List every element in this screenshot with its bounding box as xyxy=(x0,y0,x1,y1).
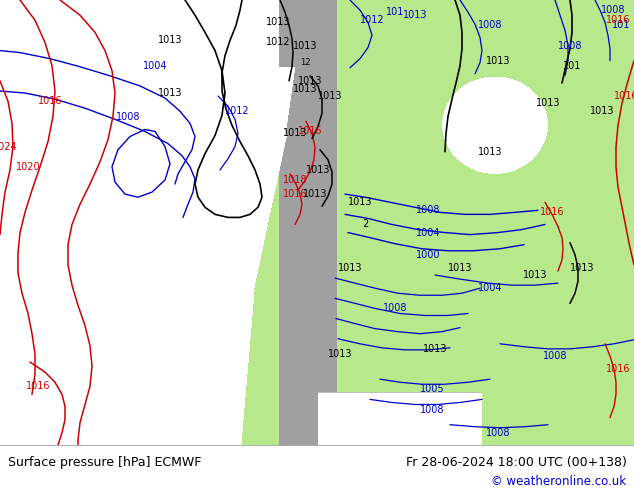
Text: 1020: 1020 xyxy=(16,162,41,172)
Text: 101: 101 xyxy=(563,61,581,71)
Text: 1013: 1013 xyxy=(348,197,372,207)
Text: 1013: 1013 xyxy=(293,84,317,94)
Text: Surface pressure [hPa] ECMWF: Surface pressure [hPa] ECMWF xyxy=(8,456,201,468)
Text: 1016: 1016 xyxy=(298,126,322,136)
Text: 1013: 1013 xyxy=(298,76,322,86)
Text: 2: 2 xyxy=(362,220,368,229)
Text: 12: 12 xyxy=(300,58,310,67)
Text: 1016: 1016 xyxy=(605,364,630,374)
Text: 1013: 1013 xyxy=(293,41,317,50)
Text: 1013: 1013 xyxy=(478,147,502,157)
Text: 1012: 1012 xyxy=(266,37,290,48)
Text: 1012: 1012 xyxy=(359,15,384,25)
Text: 1016: 1016 xyxy=(605,15,630,25)
Text: 1013: 1013 xyxy=(448,263,472,273)
Text: Fr 28-06-2024 18:00 UTC (00+138): Fr 28-06-2024 18:00 UTC (00+138) xyxy=(406,456,626,468)
Text: 1008: 1008 xyxy=(420,405,444,415)
Text: 1013: 1013 xyxy=(158,88,182,98)
Text: 1016: 1016 xyxy=(26,381,50,392)
Text: 1016: 1016 xyxy=(283,189,307,199)
Text: 101: 101 xyxy=(386,7,404,17)
Text: 1008: 1008 xyxy=(486,428,510,438)
Text: 1008: 1008 xyxy=(478,20,502,30)
Text: 1013: 1013 xyxy=(486,56,510,66)
Text: 1016: 1016 xyxy=(38,96,62,106)
Text: 1013: 1013 xyxy=(283,128,307,139)
Text: 1008: 1008 xyxy=(543,351,567,361)
Text: 1013: 1013 xyxy=(590,106,614,116)
Text: 1008: 1008 xyxy=(383,303,407,314)
Text: 1004: 1004 xyxy=(143,61,167,71)
Text: 1013: 1013 xyxy=(536,98,560,108)
Text: 1013: 1013 xyxy=(158,35,182,46)
Text: 1013: 1013 xyxy=(306,165,330,175)
Text: 1013: 1013 xyxy=(303,189,327,199)
Text: 1004: 1004 xyxy=(478,283,502,293)
Text: 1013: 1013 xyxy=(338,263,362,273)
Text: 1012: 1012 xyxy=(224,106,249,116)
Text: 1018: 1018 xyxy=(283,175,307,185)
Text: 1008: 1008 xyxy=(416,205,440,215)
Text: 1013: 1013 xyxy=(318,91,342,101)
Text: 1013: 1013 xyxy=(266,17,290,27)
Text: 1016: 1016 xyxy=(614,91,634,101)
Text: 1013: 1013 xyxy=(523,270,547,280)
Text: 1005: 1005 xyxy=(420,384,444,394)
Text: 1008: 1008 xyxy=(116,112,140,122)
Text: 1013: 1013 xyxy=(423,344,447,354)
Text: 1000: 1000 xyxy=(416,250,440,260)
Text: 1013: 1013 xyxy=(328,349,353,359)
Text: 1024: 1024 xyxy=(0,142,17,151)
Text: © weatheronline.co.uk: © weatheronline.co.uk xyxy=(491,475,626,489)
Text: 1008: 1008 xyxy=(601,5,625,15)
Text: 1013: 1013 xyxy=(570,263,594,273)
Text: 1008: 1008 xyxy=(558,41,582,50)
Text: 1013: 1013 xyxy=(403,10,427,20)
Text: 101: 101 xyxy=(612,20,630,30)
Text: 1016: 1016 xyxy=(540,207,564,218)
Text: 1004: 1004 xyxy=(416,227,440,238)
